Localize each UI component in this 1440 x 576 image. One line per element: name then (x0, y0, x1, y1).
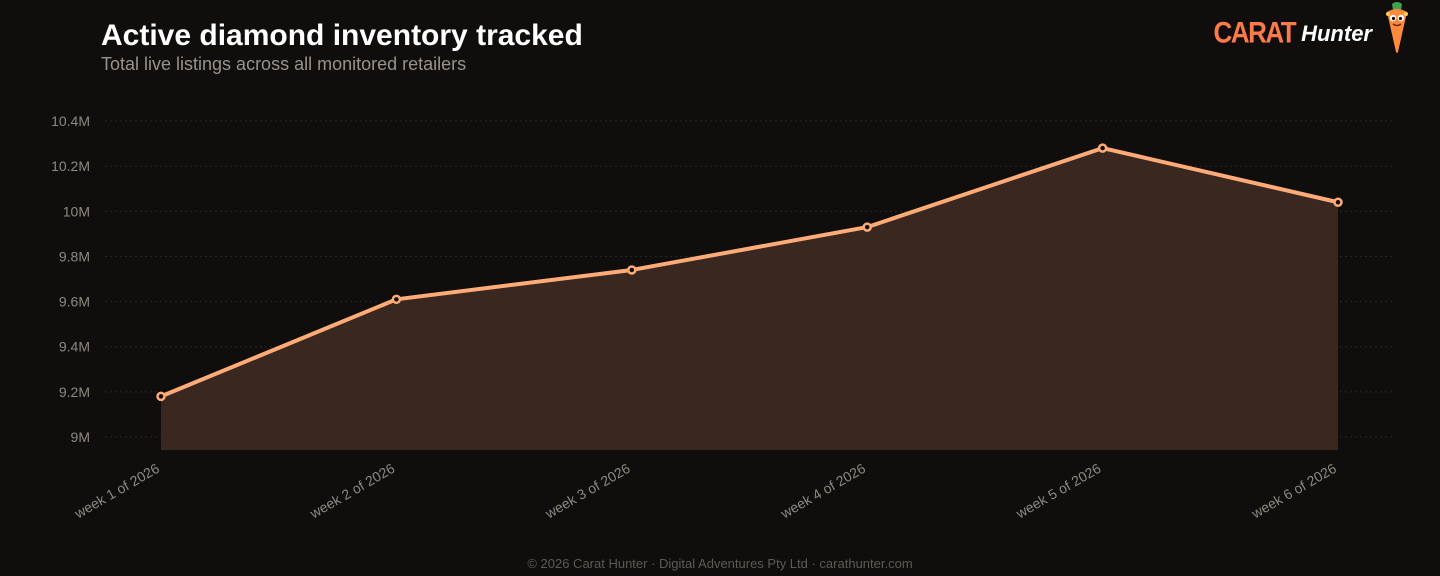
x-tick-label: week 3 of 2026 (542, 460, 633, 522)
data-point[interactable] (1097, 143, 1108, 153)
data-point[interactable] (156, 391, 166, 402)
y-axis-ticks: 9M 9.2M 9.4M 9.6M 9.8M 10M 10.2M 10.4M (51, 113, 90, 445)
y-tick-label: 10.4M (51, 113, 90, 129)
y-tick-label: 9.8M (59, 248, 90, 264)
brand-wordmark: CARAT Hunter (1213, 14, 1372, 49)
y-tick-label: 9.2M (59, 384, 90, 400)
y-tick-label: 9.4M (59, 339, 90, 355)
data-point[interactable] (627, 265, 637, 275)
y-tick-label: 10.2M (51, 158, 90, 174)
brand-name-hunter: Hunter (1301, 20, 1372, 46)
series-line (159, 146, 1340, 399)
inventory-chart: 9M 9.2M 9.4M 9.6M 9.8M 10M 10.2M 10.4M week 1 o… (51, 113, 1395, 522)
chart-subtitle: Total live listings across all monitored… (101, 54, 467, 74)
x-tick-label: week 2 of 2026 (306, 460, 397, 522)
y-tick-label: 9M (71, 429, 90, 445)
data-point[interactable] (1333, 197, 1343, 208)
footer-copyright: © 2026 Carat Hunter · Digital Adventures… (527, 556, 913, 571)
x-tick-label: week 1 of 2026 (71, 460, 162, 522)
area-fill-layer (161, 148, 1338, 451)
data-points-layer (156, 143, 1343, 402)
carrot-mascot-icon (1386, 2, 1408, 53)
y-tick-label: 9.6M (59, 294, 90, 310)
brand-logo[interactable]: CARAT Hunter (1214, 0, 1412, 56)
x-tick-label: week 4 of 2026 (777, 460, 868, 522)
data-point[interactable] (391, 294, 402, 305)
y-tick-label: 10M (63, 203, 90, 219)
data-point[interactable] (862, 222, 872, 232)
chart-header: Active diamond inventory tracked Total l… (101, 18, 583, 74)
series-line-layer (159, 146, 1340, 399)
x-tick-label: week 6 of 2026 (1248, 460, 1339, 522)
brand-name-carat: CARAT (1213, 14, 1297, 49)
series-area (161, 148, 1338, 451)
x-axis-ticks: week 1 of 2026 week 2 of 2026 week 3 of 20… (71, 460, 1339, 522)
chart-title: Active diamond inventory tracked (101, 19, 583, 52)
x-tick-label: week 5 of 2026 (1012, 460, 1103, 522)
